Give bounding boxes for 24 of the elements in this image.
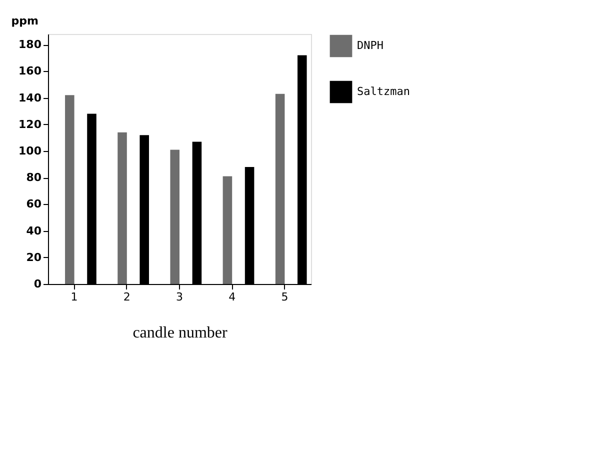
x-tick-label: 4	[228, 290, 236, 304]
x-tick-label: 3	[176, 290, 183, 304]
y-tick-label: 40	[26, 224, 42, 238]
legend-label: Saltzman	[357, 85, 410, 98]
x-tick-label: 2	[123, 290, 130, 304]
x-tick-label: 5	[281, 290, 288, 304]
y-tick-label: 0	[34, 278, 42, 290]
bar	[118, 132, 127, 284]
y-tick-label: 60	[26, 198, 42, 211]
bar	[275, 94, 285, 284]
y-tick-label: 120	[18, 118, 42, 131]
y-tick-label: 160	[18, 64, 42, 78]
x-axis-title: candle number	[132, 324, 228, 342]
y-tick-label: 80	[26, 171, 42, 184]
y-tick-label: 20	[26, 250, 42, 264]
y-tick-label: 100	[18, 144, 42, 158]
y-tick-label: 180	[18, 38, 42, 52]
y-tick-label: 140	[18, 91, 42, 104]
y-axis-title: ppm	[11, 14, 38, 28]
x-tick-label: 1	[70, 290, 78, 304]
legend-label: DNPH	[357, 39, 384, 52]
bar	[222, 176, 232, 284]
bar	[65, 95, 74, 284]
bar	[170, 150, 180, 284]
